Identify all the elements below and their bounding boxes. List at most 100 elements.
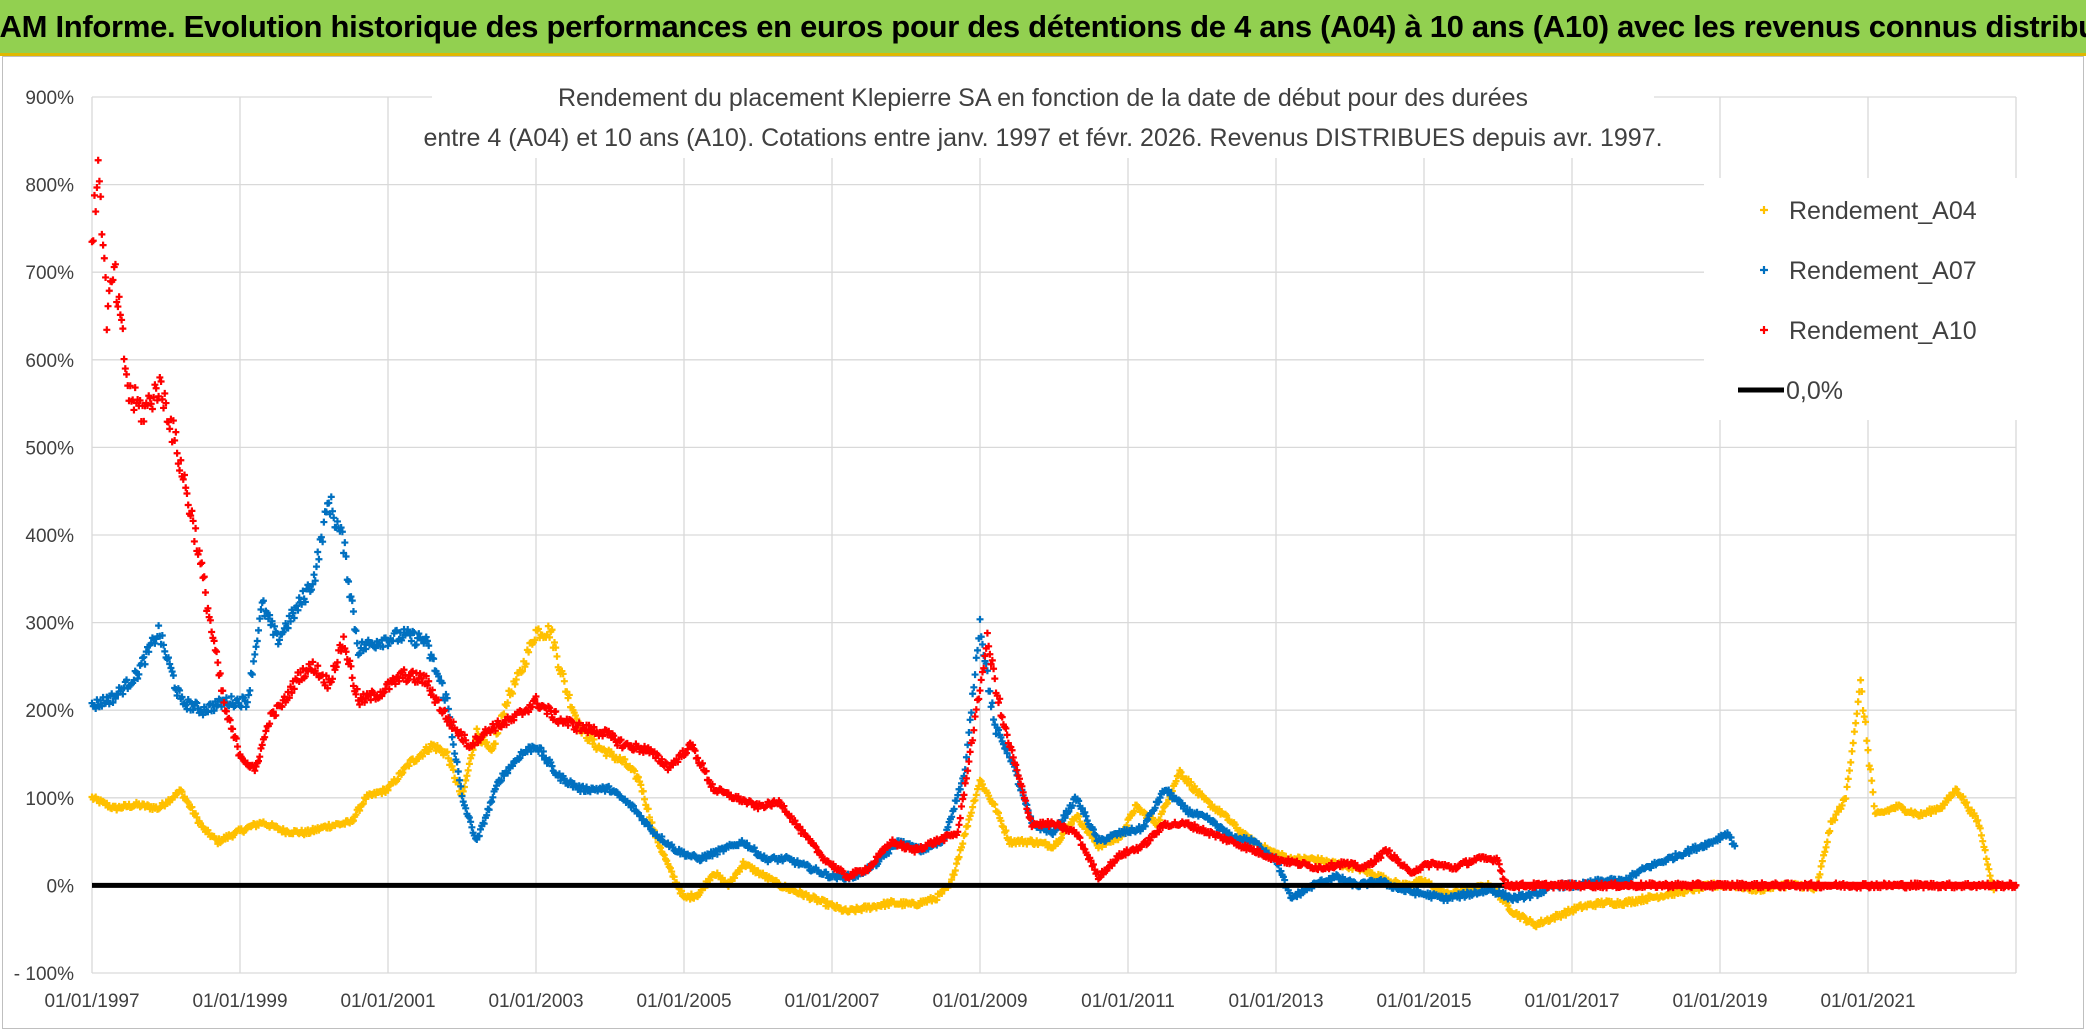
data-point	[483, 738, 491, 746]
zero-reference-layer	[92, 881, 2020, 889]
data-point	[1187, 778, 1195, 786]
data-point	[465, 814, 473, 822]
data-point	[356, 806, 364, 814]
x-tick-label: 01/01/1999	[192, 991, 287, 1012]
legend-label: Rendement_A04	[1789, 197, 1977, 225]
data-point	[134, 675, 142, 683]
data-point	[713, 850, 721, 858]
data-point	[459, 787, 467, 795]
data-point	[102, 273, 110, 281]
data-point	[1842, 795, 1850, 803]
data-point	[1065, 807, 1073, 815]
data-point	[1849, 739, 1857, 747]
data-point	[454, 767, 462, 775]
data-point	[1986, 872, 1994, 880]
data-point	[1155, 798, 1163, 806]
data-point	[356, 649, 364, 657]
data-point	[135, 670, 143, 678]
data-point	[1092, 832, 1100, 840]
data-point	[298, 600, 306, 608]
data-point	[1843, 783, 1851, 791]
data-point	[1818, 857, 1826, 865]
data-point	[552, 708, 560, 716]
data-point	[639, 787, 647, 795]
data-point	[987, 703, 995, 711]
data-point	[290, 614, 298, 622]
data-point	[309, 580, 317, 588]
data-point	[105, 700, 113, 708]
data-point	[1081, 821, 1089, 829]
data-point	[168, 668, 176, 676]
data-point	[1591, 903, 1599, 911]
data-point	[607, 748, 615, 756]
data-point	[1974, 816, 1982, 824]
x-tick-label: 01/01/2005	[636, 991, 731, 1012]
data-point	[953, 860, 961, 868]
data-point	[642, 801, 650, 809]
data-point	[547, 758, 555, 766]
data-point	[657, 844, 665, 852]
data-point	[155, 622, 163, 630]
data-point	[178, 788, 186, 796]
data-point	[94, 156, 102, 164]
data-point	[708, 852, 716, 860]
data-point	[959, 840, 967, 848]
data-point	[1670, 891, 1678, 899]
data-point	[1069, 802, 1076, 810]
data-point	[969, 690, 977, 698]
data-point	[282, 619, 290, 627]
data-point	[183, 797, 191, 805]
data-point	[184, 798, 192, 806]
data-point	[352, 811, 360, 819]
data-point	[977, 676, 985, 684]
data-point	[193, 813, 201, 821]
data-point	[210, 707, 218, 715]
data-point	[489, 744, 497, 752]
data-point	[444, 705, 452, 713]
data-point	[406, 631, 414, 639]
data-point	[1848, 747, 1856, 755]
data-point	[167, 664, 175, 672]
data-point	[544, 622, 552, 630]
data-point	[253, 637, 261, 645]
data-point	[668, 868, 676, 876]
data-point	[1149, 814, 1157, 822]
data-point	[1281, 876, 1289, 884]
data-point	[493, 782, 501, 790]
data-point	[644, 805, 652, 813]
data-point	[995, 699, 1002, 707]
data-point	[586, 788, 594, 796]
data-point	[1858, 688, 1866, 696]
data-point	[500, 710, 508, 718]
data-point	[991, 675, 999, 683]
data-point	[548, 762, 556, 770]
data-point	[453, 758, 461, 766]
data-point	[250, 657, 258, 665]
data-point	[1334, 872, 1342, 880]
data-point	[118, 316, 126, 324]
data-point	[104, 302, 112, 310]
data-point	[1075, 797, 1083, 805]
data-point	[119, 690, 127, 698]
data-point	[442, 690, 450, 698]
data-point	[412, 641, 420, 649]
data-point	[329, 507, 336, 515]
data-point	[1853, 710, 1861, 718]
data-point	[114, 303, 122, 311]
data-point	[234, 695, 242, 703]
data-point	[267, 621, 275, 629]
data-point	[1865, 762, 1873, 770]
data-point	[953, 797, 961, 805]
data-point	[458, 792, 466, 800]
y-tick-label: 200%	[25, 701, 74, 722]
data-point	[1215, 805, 1223, 813]
data-point	[299, 587, 307, 595]
legend-entry-Rendement_A04: Rendement_A04	[1760, 197, 1977, 225]
data-point	[634, 773, 642, 781]
data-point	[422, 633, 430, 641]
data-point	[255, 626, 262, 634]
x-tick-label: 01/01/2003	[488, 991, 583, 1012]
data-point	[311, 577, 319, 585]
data-point	[1844, 775, 1852, 783]
data-point	[475, 832, 483, 840]
